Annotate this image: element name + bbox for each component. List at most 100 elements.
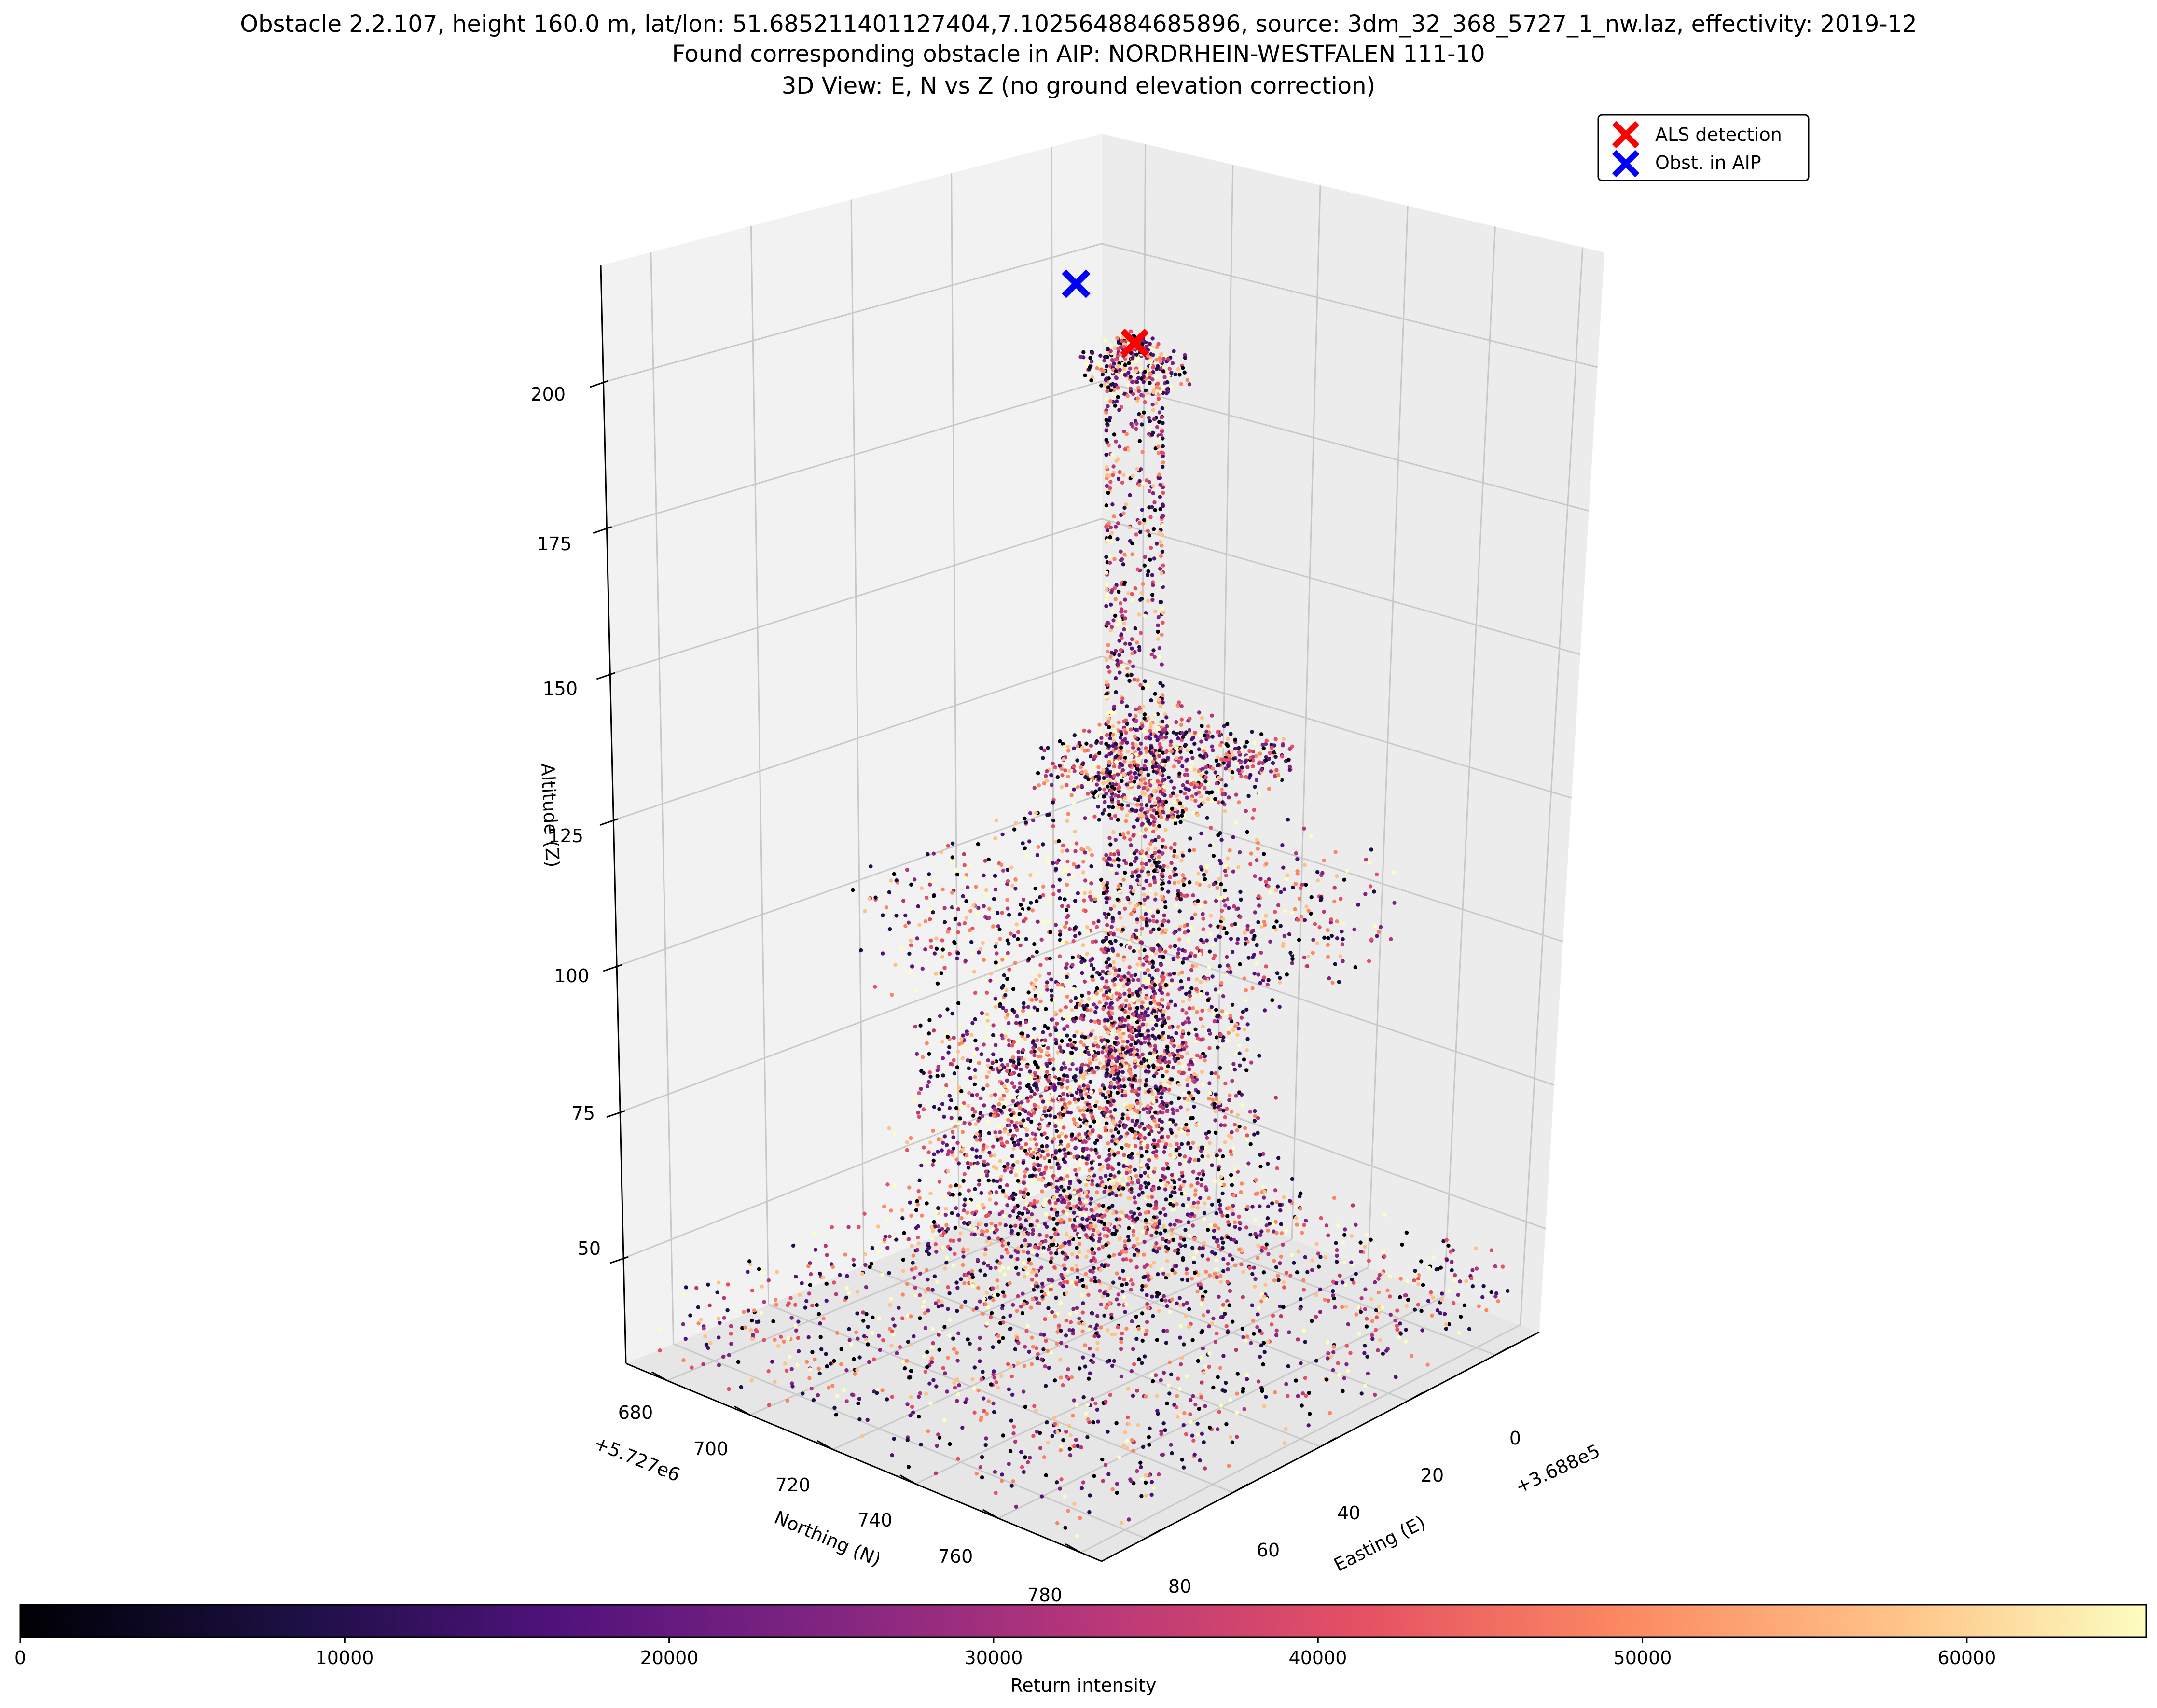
point-cloud-point bbox=[1061, 940, 1065, 944]
point-cloud-point bbox=[1161, 955, 1165, 960]
point-cloud-point bbox=[1158, 567, 1162, 571]
point-cloud-point bbox=[1161, 1224, 1166, 1228]
point-cloud-point bbox=[1199, 831, 1203, 836]
point-cloud-point bbox=[1147, 416, 1151, 420]
point-cloud-point bbox=[1071, 862, 1076, 866]
point-cloud-point bbox=[1115, 336, 1120, 340]
point-cloud-point bbox=[1053, 1011, 1058, 1015]
point-cloud-point bbox=[1174, 903, 1178, 907]
point-cloud-point bbox=[1117, 765, 1121, 769]
point-cloud-point bbox=[992, 897, 996, 901]
point-cloud-point bbox=[1154, 919, 1159, 924]
point-cloud-point bbox=[997, 927, 1002, 932]
point-cloud-point bbox=[1131, 745, 1135, 750]
point-cloud-point bbox=[1291, 885, 1295, 890]
point-cloud-point bbox=[935, 1068, 940, 1072]
point-cloud-point bbox=[946, 1050, 951, 1055]
point-cloud-point bbox=[1156, 451, 1161, 455]
point-cloud-point bbox=[1142, 729, 1146, 734]
point-cloud-point bbox=[1106, 711, 1110, 715]
point-cloud-point bbox=[1129, 1029, 1134, 1034]
point-cloud-point bbox=[1103, 911, 1107, 916]
point-cloud-point bbox=[1073, 829, 1078, 834]
point-cloud-point bbox=[1202, 749, 1206, 753]
point-cloud-point bbox=[1148, 1001, 1153, 1005]
point-cloud-point bbox=[1212, 882, 1216, 887]
point-cloud-point bbox=[1060, 1066, 1064, 1070]
point-cloud-point bbox=[1156, 881, 1161, 885]
point-cloud-point bbox=[1117, 1078, 1121, 1082]
point-cloud-point bbox=[1161, 454, 1165, 458]
point-cloud-point bbox=[1209, 1005, 1214, 1009]
point-cloud-point bbox=[1181, 1070, 1186, 1075]
point-cloud-point bbox=[1031, 970, 1035, 974]
point-cloud-point bbox=[931, 894, 936, 898]
point-cloud-point bbox=[989, 1094, 994, 1098]
point-cloud-point bbox=[1193, 954, 1197, 958]
point-cloud-point bbox=[1094, 894, 1099, 899]
point-cloud-point bbox=[1173, 866, 1177, 871]
point-cloud-point bbox=[1176, 1053, 1180, 1057]
point-cloud-point bbox=[1099, 877, 1104, 882]
point-cloud-point bbox=[1233, 1024, 1238, 1028]
point-cloud-point bbox=[1067, 927, 1072, 931]
point-cloud-point bbox=[1178, 750, 1183, 754]
point-cloud-point bbox=[1199, 1016, 1203, 1021]
point-cloud-point bbox=[1258, 751, 1262, 756]
point-cloud-point bbox=[1096, 1230, 1100, 1235]
point-cloud-point bbox=[1302, 955, 1306, 960]
point-cloud-point bbox=[1025, 1323, 1030, 1328]
point-cloud-point bbox=[1134, 421, 1139, 426]
point-cloud-point bbox=[1161, 490, 1165, 495]
point-cloud-point bbox=[1153, 892, 1158, 897]
point-cloud-point bbox=[926, 1150, 931, 1154]
point-cloud-point bbox=[1078, 355, 1083, 359]
point-cloud-point bbox=[917, 1091, 921, 1095]
point-cloud-point bbox=[921, 1305, 925, 1309]
point-cloud-point bbox=[1335, 936, 1340, 941]
point-cloud-point bbox=[1251, 928, 1255, 933]
point-cloud-point bbox=[1170, 1038, 1174, 1042]
point-cloud-point bbox=[1172, 764, 1176, 769]
point-cloud-point bbox=[971, 903, 976, 908]
point-cloud-point bbox=[1183, 786, 1188, 791]
point-cloud-point bbox=[1138, 631, 1143, 635]
point-cloud-point bbox=[1127, 1077, 1132, 1082]
point-cloud-point bbox=[1010, 884, 1015, 888]
point-cloud-point bbox=[1073, 899, 1078, 903]
point-cloud-point bbox=[1175, 896, 1179, 901]
point-cloud-point bbox=[1031, 1039, 1036, 1043]
point-cloud-point bbox=[1161, 851, 1165, 856]
point-cloud-point bbox=[1244, 936, 1248, 941]
point-cloud-point bbox=[1141, 866, 1145, 871]
point-cloud-point bbox=[1130, 807, 1134, 812]
point-cloud-point bbox=[1088, 356, 1092, 360]
point-cloud-point bbox=[1189, 1074, 1194, 1079]
point-cloud-point bbox=[1089, 864, 1093, 869]
point-cloud-point bbox=[1130, 646, 1134, 651]
point-cloud-point bbox=[1100, 1083, 1105, 1088]
point-cloud-point bbox=[1150, 597, 1155, 602]
point-cloud-point bbox=[1148, 736, 1152, 741]
point-cloud-point bbox=[1049, 988, 1054, 993]
point-cloud-point bbox=[1070, 1062, 1075, 1067]
point-cloud-point bbox=[1154, 1241, 1159, 1246]
point-cloud-point bbox=[1174, 756, 1179, 760]
point-cloud-point bbox=[1122, 367, 1126, 371]
point-cloud-point bbox=[1140, 849, 1144, 854]
point-cloud-point bbox=[1110, 1139, 1114, 1143]
point-cloud-point bbox=[1091, 1353, 1096, 1358]
point-cloud-point bbox=[1279, 1254, 1284, 1259]
point-cloud-point bbox=[1217, 1042, 1222, 1047]
point-cloud-point bbox=[1094, 794, 1099, 798]
point-cloud-point bbox=[1201, 800, 1206, 805]
point-cloud-point bbox=[1134, 869, 1138, 874]
point-cloud-point bbox=[1151, 1150, 1156, 1155]
point-cloud-point bbox=[985, 1012, 989, 1016]
point-cloud-point bbox=[1090, 350, 1094, 355]
point-cloud-point bbox=[1093, 1057, 1098, 1062]
point-cloud-point bbox=[1150, 1033, 1155, 1038]
point-cloud-point bbox=[1073, 849, 1078, 853]
point-cloud-point bbox=[1104, 452, 1108, 457]
point-cloud-point bbox=[1246, 956, 1251, 960]
